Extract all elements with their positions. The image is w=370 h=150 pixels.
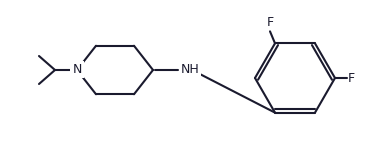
Text: F: F (266, 16, 273, 29)
Text: NH: NH (181, 63, 200, 76)
Text: N: N (72, 63, 82, 76)
Text: F: F (348, 72, 355, 84)
